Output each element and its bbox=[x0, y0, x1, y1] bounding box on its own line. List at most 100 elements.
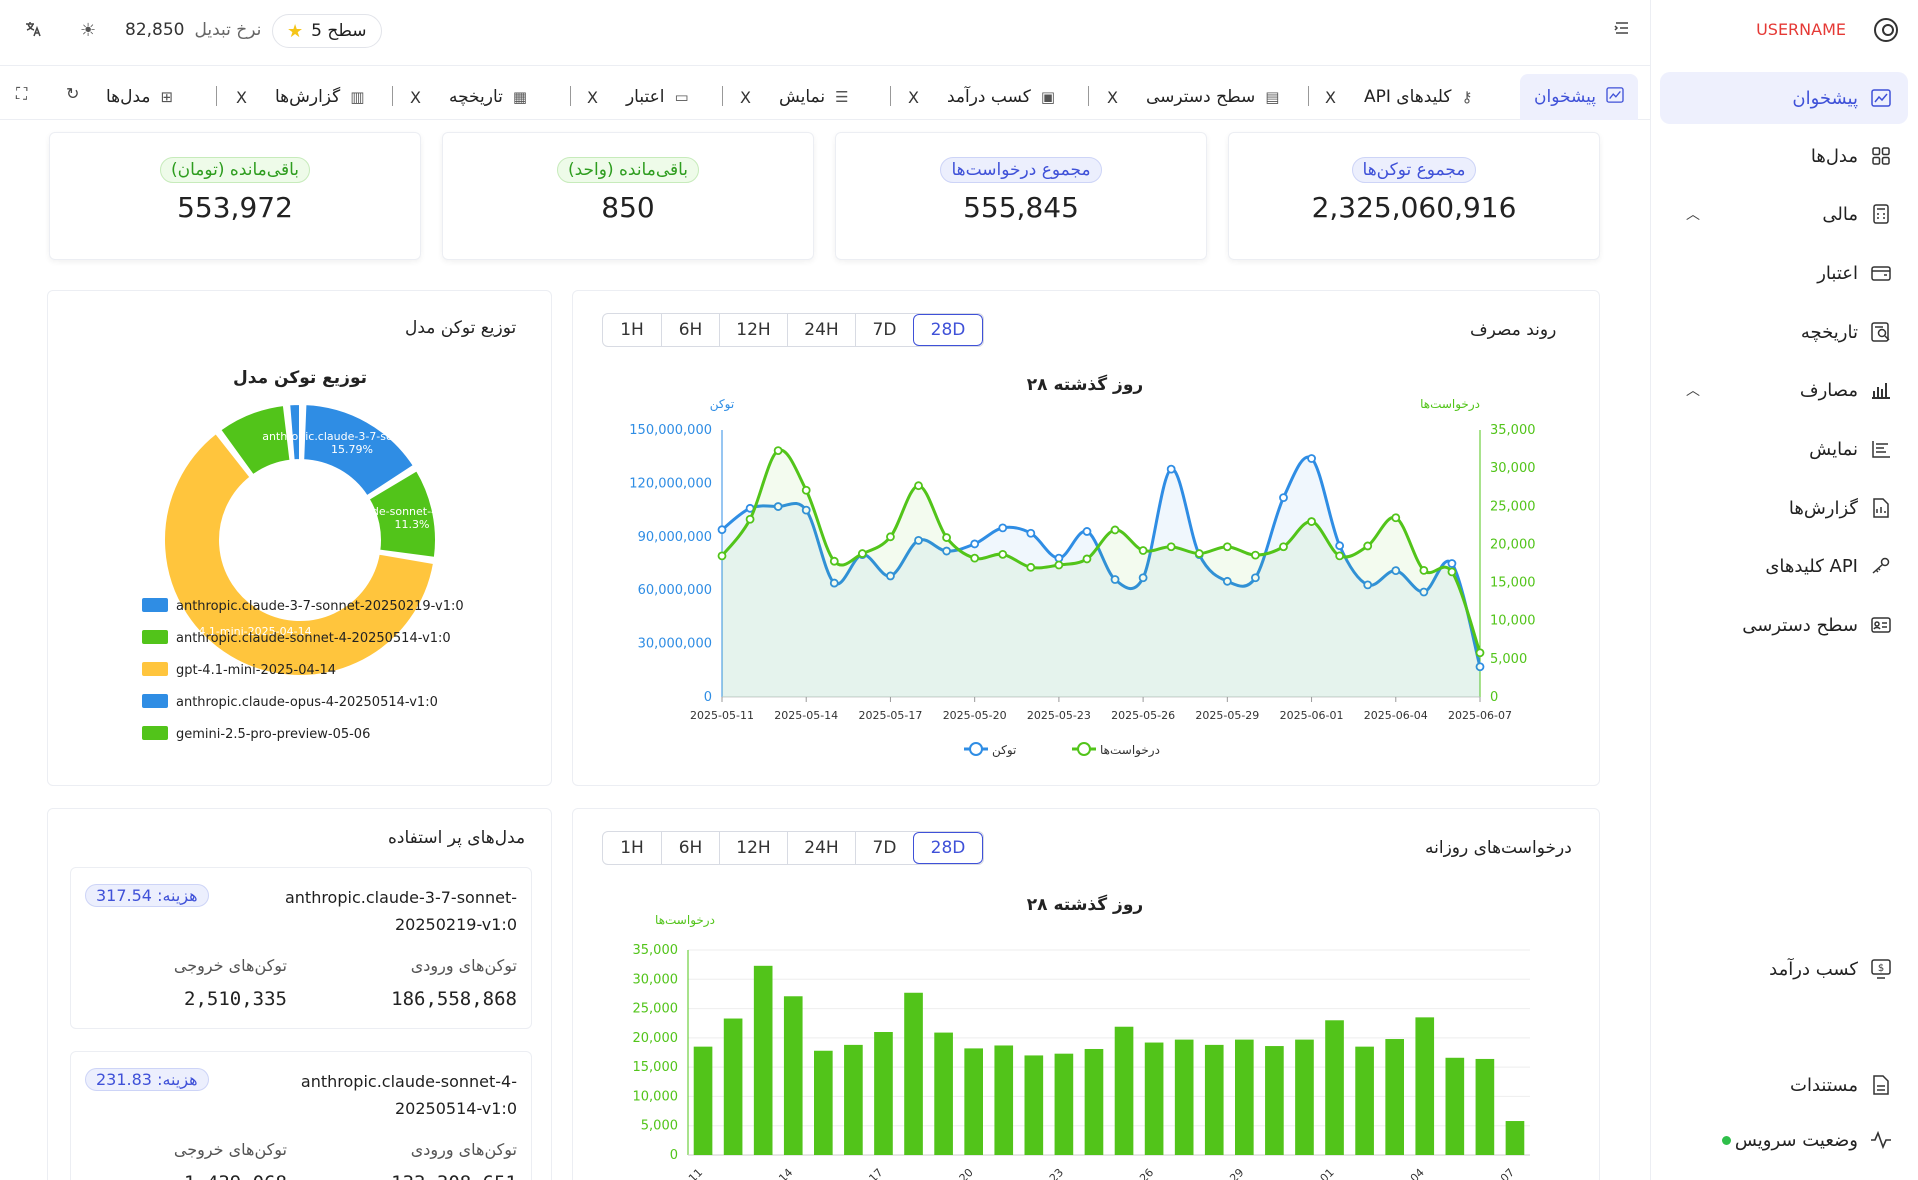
tab-api-keys[interactable]: ⚷ کلیدهای API X bbox=[1325, 74, 1473, 120]
data-point bbox=[1363, 580, 1373, 590]
tab-dashboard[interactable]: پیشخوان bbox=[1520, 74, 1638, 120]
series-line bbox=[720, 448, 1482, 654]
time-range-selector[interactable]: 1H 6H 12H 24H 7D 28D bbox=[602, 831, 984, 865]
input-tokens-label: توکن‌های ورودی bbox=[410, 1140, 517, 1159]
close-icon[interactable]: X bbox=[236, 87, 247, 107]
range-24h-button[interactable]: 24H bbox=[787, 314, 855, 346]
user-level-badge[interactable]: ★ سطح 5 bbox=[272, 14, 382, 48]
model-usage-card[interactable]: anthropic.claude-sonnet-4-20250514-v1:0 … bbox=[70, 1051, 532, 1180]
sidebar-item-label: سطح دسترسی bbox=[1742, 614, 1858, 636]
close-icon[interactable]: X bbox=[1107, 87, 1118, 107]
status-dot bbox=[1722, 1136, 1731, 1145]
data-point bbox=[970, 553, 980, 563]
calculator-icon bbox=[1870, 203, 1892, 225]
y-right-tick-label: 15,000 bbox=[1490, 576, 1536, 591]
close-icon[interactable]: X bbox=[908, 87, 919, 107]
data-point bbox=[717, 551, 727, 561]
sidebar-item-history[interactable]: تاریخچه bbox=[1660, 306, 1908, 358]
close-icon[interactable]: X bbox=[1325, 87, 1336, 107]
bar bbox=[813, 1050, 833, 1155]
tab-access-level[interactable]: ▤ سطح دسترسی X bbox=[1107, 74, 1279, 120]
user-menu[interactable]: USERNAME bbox=[1650, 0, 1918, 60]
sidebar-item-earn[interactable]: $ کسب درآمد bbox=[1660, 943, 1908, 995]
y-left-tick-label: 150,000,000 bbox=[629, 423, 712, 438]
refresh-icon[interactable]: ↻ bbox=[66, 84, 80, 103]
data-point bbox=[914, 535, 923, 545]
x-tick-label: -04 bbox=[1405, 1166, 1427, 1180]
range-28d-button[interactable]: 28D bbox=[913, 314, 983, 346]
sidebar-item-dashboard[interactable]: پیشخوان bbox=[1660, 72, 1908, 124]
y-right-tick-label: 35,000 bbox=[1490, 423, 1536, 438]
tab-reports[interactable]: ▥ گزارش‌ها X bbox=[236, 74, 364, 120]
chevron-up-icon[interactable]: ︿ bbox=[1686, 207, 1700, 223]
sidebar-item-usage[interactable]: ︿ مصارف bbox=[1660, 364, 1908, 416]
token-distribution-chart: توزیع توکن مدل anthropic.claude-3-7-sonne… bbox=[142, 368, 464, 742]
range-1h-button[interactable]: 1H bbox=[620, 320, 644, 340]
bar bbox=[874, 1032, 893, 1155]
sidebar: USERNAME bbox=[1650, 0, 1918, 1180]
tab-divider bbox=[216, 86, 217, 106]
sidebar-item-models[interactable]: مدل‌ها bbox=[1660, 130, 1908, 182]
close-icon[interactable]: X bbox=[587, 87, 598, 107]
user-avatar-icon[interactable] bbox=[1874, 18, 1898, 42]
data-point bbox=[942, 533, 951, 542]
range-12h-button[interactable]: 12H bbox=[719, 832, 787, 864]
sidebar-item-reports[interactable]: گزارش‌ها bbox=[1660, 482, 1908, 534]
range-1h-button[interactable]: 1H bbox=[620, 838, 644, 858]
history-icon: ▦ bbox=[512, 88, 528, 106]
top-header: ☀ نرخ تبدیل 82,850 ★ سطح 5 bbox=[0, 0, 1650, 66]
close-icon[interactable]: X bbox=[410, 87, 421, 107]
time-range-selector[interactable]: 1H 6H 12H 24H 7D 28D bbox=[602, 313, 984, 347]
token-distribution-title: توزیع توکن مدل bbox=[405, 318, 517, 338]
model-usage-card[interactable]: anthropic.claude-3-7-sonnet-20250219-v1:… bbox=[70, 867, 532, 1029]
legend-marker bbox=[969, 742, 983, 756]
pie-slice bbox=[367, 468, 437, 559]
range-7d-button[interactable]: 7D bbox=[855, 314, 913, 346]
sidebar-item-finance[interactable]: ︿ مالی bbox=[1660, 188, 1908, 240]
theme-sun-icon[interactable]: ☀ bbox=[80, 20, 97, 41]
x-tick-label: 2025-05-23 bbox=[1027, 709, 1091, 722]
range-7d-button[interactable]: 7D bbox=[855, 832, 913, 864]
money-icon: $ bbox=[1870, 958, 1892, 980]
bar bbox=[1174, 1039, 1194, 1155]
document-icon bbox=[1870, 1074, 1892, 1096]
fullscreen-icon[interactable]: ⛶ bbox=[16, 84, 28, 103]
sidebar-item-access-level[interactable]: سطح دسترسی bbox=[1660, 599, 1908, 651]
tab-earn[interactable]: ▣ کسب درآمد X bbox=[908, 74, 1055, 120]
stat-card-total-tokens: مجموع توکن‌ها 2,325,060,916 bbox=[1228, 132, 1600, 260]
data-point bbox=[1391, 513, 1401, 523]
exchange-rate-label: نرخ تبدیل bbox=[194, 20, 262, 40]
sidebar-item-credit[interactable]: اعتبار bbox=[1660, 247, 1908, 299]
y-tick-label: 10,000 bbox=[633, 1089, 679, 1104]
range-6h-button[interactable]: 6H bbox=[661, 832, 719, 864]
menu-toggle-icon[interactable] bbox=[1613, 20, 1631, 41]
sidebar-item-api-keys[interactable]: کلیدهای API bbox=[1660, 540, 1908, 592]
sidebar-item-service-status[interactable]: وضعیت سرویس bbox=[1660, 1114, 1908, 1166]
bar bbox=[1265, 1046, 1284, 1155]
range-6h-button[interactable]: 6H bbox=[661, 314, 719, 346]
bar bbox=[964, 1048, 984, 1155]
translate-icon[interactable] bbox=[24, 20, 42, 43]
y-right-tick-label: 5,000 bbox=[1490, 652, 1527, 667]
x-tick-label: 2025-06-01 bbox=[1280, 709, 1344, 722]
history-icon bbox=[1870, 321, 1892, 343]
chevron-up-icon[interactable]: ︿ bbox=[1686, 383, 1700, 399]
tab-display[interactable]: ☰ نمایش X bbox=[740, 74, 849, 120]
tab-label: سطح دسترسی bbox=[1145, 87, 1256, 107]
sidebar-item-docs[interactable]: مستندات bbox=[1660, 1059, 1908, 1111]
sidebar-item-label: گزارش‌ها bbox=[1788, 497, 1858, 519]
usage-trend-chart: ۲۸ روز گذشته توکن درخواست‌ها 0 30,000,000 60,… bbox=[629, 374, 1536, 758]
range-28d-button[interactable]: 28D bbox=[913, 832, 983, 864]
chart-title: ۲۸ روز گذشته bbox=[1027, 894, 1143, 915]
sidebar-item-display[interactable]: نمایش bbox=[1660, 423, 1908, 475]
tab-models[interactable]: ⊞ مدل‌ها bbox=[106, 74, 173, 120]
slice-label: anthropic.claude-3-7-sonnet bbox=[262, 430, 418, 443]
range-12h-button[interactable]: 12H bbox=[719, 314, 787, 346]
tab-divider bbox=[570, 86, 571, 106]
daily-requests-chart: ۲۸ روز گذشته درخواست‌ها 0 5,000 10,000 15,000… bbox=[633, 894, 1530, 1180]
tab-history[interactable]: ▦ تاریخچه X bbox=[410, 74, 527, 120]
range-24h-button[interactable]: 24H bbox=[787, 832, 855, 864]
tab-credit[interactable]: ▭ اعتبار X bbox=[587, 74, 689, 120]
close-icon[interactable]: X bbox=[740, 87, 751, 107]
model-cost-badge: هزینه: 317.54 bbox=[85, 884, 209, 907]
